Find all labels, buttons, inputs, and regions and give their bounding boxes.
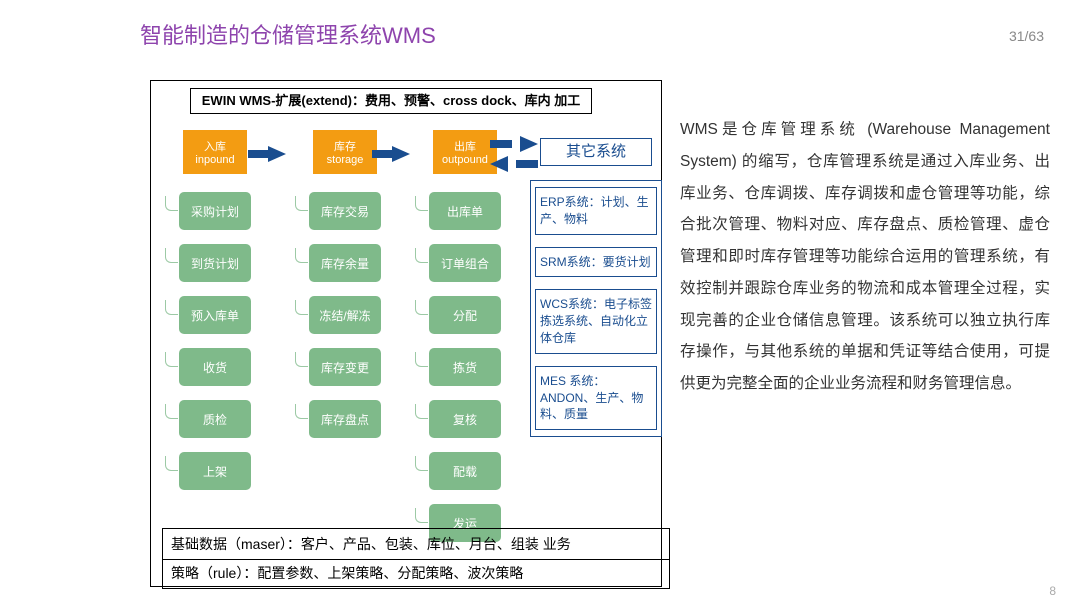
other-systems-title: 其它系统 (540, 138, 652, 166)
outbound-item: 订单组合 (429, 244, 501, 282)
storage-item: 库存交易 (309, 192, 381, 230)
column-storage: 库存 storage 库存交易 库存余量 冻结/解冻 库存变更 库存盘点 (300, 130, 390, 452)
header-storage: 库存 storage (313, 130, 377, 174)
arrow-icon (248, 146, 286, 162)
header-inbound: 入库 inpound (183, 130, 247, 174)
storage-item: 库存余量 (309, 244, 381, 282)
system-box: SRM系统：要货计划 (535, 247, 657, 278)
storage-item: 库存变更 (309, 348, 381, 386)
inbound-item: 采购计划 (179, 192, 251, 230)
description-text: WMS是仓库管理系统 (Warehouse Management System)… (680, 114, 1050, 400)
arrow-icon (372, 146, 410, 162)
outbound-item: 拣货 (429, 348, 501, 386)
footer-master-data: 基础数据（maser）：客户、产品、包装、库位、月台、组装 业务 (162, 528, 670, 560)
header-inbound-cn: 入库 (204, 138, 226, 154)
outbound-item: 复核 (429, 400, 501, 438)
system-box: ERP系统：计划、生产、物料 (535, 187, 657, 235)
system-box: WCS系统：电子标签拣选系统、自动化立体仓库 (535, 289, 657, 353)
page-number: 31/63 (1009, 28, 1044, 44)
outbound-item: 分配 (429, 296, 501, 334)
header-outbound: 出库 outpound (433, 130, 497, 174)
extend-header-box: EWIN WMS-扩展(extend)：费用、预警、cross dock、库内 … (190, 88, 592, 114)
header-storage-cn: 库存 (334, 138, 356, 154)
inbound-item: 到货计划 (179, 244, 251, 282)
column-inbound: 入库 inpound 采购计划 到货计划 预入库单 收货 质检 上架 (170, 130, 260, 504)
header-outbound-cn: 出库 (454, 138, 476, 154)
page-title: 智能制造的仓储管理系统WMS (140, 18, 436, 50)
footnote-number: 8 (1049, 584, 1056, 598)
arrow-icon (490, 156, 538, 172)
storage-item: 库存盘点 (309, 400, 381, 438)
inbound-item: 预入库单 (179, 296, 251, 334)
inbound-item: 上架 (179, 452, 251, 490)
storage-item: 冻结/解冻 (309, 296, 381, 334)
header-storage-en: storage (327, 154, 364, 166)
inbound-item: 收货 (179, 348, 251, 386)
inbound-item: 质检 (179, 400, 251, 438)
outbound-item: 出库单 (429, 192, 501, 230)
system-box: MES 系统：ANDON、生产、物料、质量 (535, 366, 657, 430)
column-outbound: 出库 outpound 出库单 订单组合 分配 拣货 复核 配载 发运 (420, 130, 510, 556)
footer-rules: 策略（rule）：配置参数、上架策略、分配策略、波次策略 (162, 558, 670, 589)
outbound-item: 配载 (429, 452, 501, 490)
header-outbound-en: outpound (442, 154, 488, 166)
header-inbound-en: inpound (195, 154, 234, 166)
arrow-icon (490, 136, 538, 152)
other-systems-group: ERP系统：计划、生产、物料 SRM系统：要货计划 WCS系统：电子标签拣选系统… (530, 180, 662, 437)
